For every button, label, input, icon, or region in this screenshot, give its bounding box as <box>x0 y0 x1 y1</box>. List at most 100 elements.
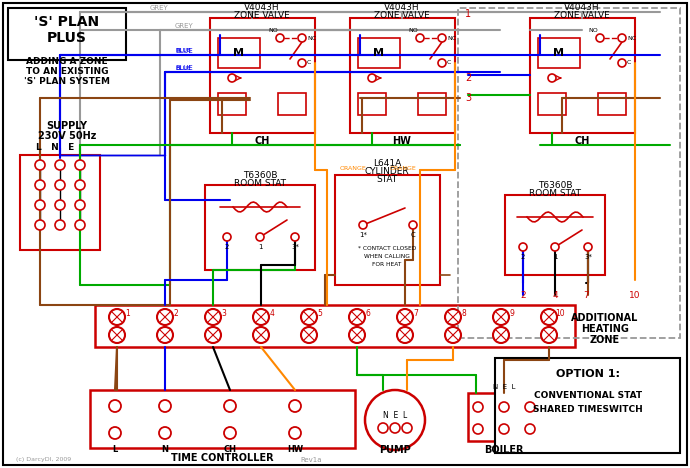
Text: 3*: 3* <box>584 254 592 260</box>
Text: 1: 1 <box>553 254 558 260</box>
Text: ZONE VALVE: ZONE VALVE <box>554 12 610 21</box>
Text: 4: 4 <box>552 291 558 300</box>
Bar <box>218 93 246 115</box>
Text: 8: 8 <box>462 308 466 317</box>
Bar <box>335 175 440 285</box>
Text: ROOM STAT: ROOM STAT <box>529 189 581 197</box>
Text: CYLINDER: CYLINDER <box>365 167 409 176</box>
Circle shape <box>499 402 509 412</box>
Circle shape <box>228 74 236 82</box>
Circle shape <box>75 200 85 210</box>
Circle shape <box>618 59 626 67</box>
Text: 2: 2 <box>225 244 229 250</box>
Text: 1*: 1* <box>359 232 367 238</box>
Circle shape <box>223 233 231 241</box>
Text: ADDITIONAL: ADDITIONAL <box>571 313 639 323</box>
Circle shape <box>35 200 45 210</box>
Circle shape <box>365 390 425 450</box>
Circle shape <box>397 309 413 325</box>
Circle shape <box>35 160 45 170</box>
Circle shape <box>541 327 557 343</box>
Circle shape <box>55 180 65 190</box>
Text: C: C <box>447 60 451 66</box>
Text: ADDING A ZONE: ADDING A ZONE <box>26 58 108 66</box>
Circle shape <box>159 400 171 412</box>
Text: CONVENTIONAL STAT: CONVENTIONAL STAT <box>534 390 642 400</box>
Text: 7: 7 <box>413 308 418 317</box>
Bar <box>358 93 386 115</box>
Text: N  E  L: N E L <box>493 384 515 390</box>
Text: M: M <box>373 48 384 58</box>
Text: 5: 5 <box>317 308 322 317</box>
Text: PLUS: PLUS <box>47 31 87 45</box>
Text: 'S' PLAN SYSTEM: 'S' PLAN SYSTEM <box>24 78 110 87</box>
Text: T6360B: T6360B <box>538 181 572 190</box>
Text: M: M <box>233 48 244 58</box>
Text: TIME CONTROLLER: TIME CONTROLLER <box>170 453 273 463</box>
Text: ZONE VALVE: ZONE VALVE <box>234 12 290 21</box>
Text: 3*: 3* <box>291 244 299 250</box>
Text: NC: NC <box>307 36 316 41</box>
Circle shape <box>618 34 626 42</box>
Text: L641A: L641A <box>373 159 401 168</box>
Circle shape <box>55 160 65 170</box>
Text: NO: NO <box>268 29 278 34</box>
Circle shape <box>224 427 236 439</box>
Text: 2: 2 <box>465 73 471 83</box>
Circle shape <box>416 34 424 42</box>
Circle shape <box>109 400 121 412</box>
Text: ORANGE: ORANGE <box>390 166 417 170</box>
Circle shape <box>159 427 171 439</box>
Circle shape <box>349 309 365 325</box>
Circle shape <box>276 34 284 42</box>
Text: 1: 1 <box>258 244 262 250</box>
Text: SUPPLY: SUPPLY <box>46 121 88 131</box>
Text: 230V 50Hz: 230V 50Hz <box>38 131 96 141</box>
Text: 10: 10 <box>555 308 565 317</box>
Text: 1: 1 <box>465 9 471 19</box>
Circle shape <box>224 400 236 412</box>
Circle shape <box>109 309 125 325</box>
Circle shape <box>157 309 173 325</box>
Bar <box>205 185 315 270</box>
Text: SHARED TIMESWITCH: SHARED TIMESWITCH <box>533 405 643 415</box>
Circle shape <box>298 59 306 67</box>
Circle shape <box>525 424 535 434</box>
Circle shape <box>349 327 365 343</box>
Text: N: N <box>161 446 168 454</box>
Circle shape <box>596 34 604 42</box>
Circle shape <box>109 427 121 439</box>
Circle shape <box>584 243 592 251</box>
Text: 2: 2 <box>174 308 179 317</box>
Text: BLUE: BLUE <box>175 65 193 71</box>
Circle shape <box>157 327 173 343</box>
Bar <box>20 155 100 250</box>
Text: BLUE: BLUE <box>175 66 191 71</box>
Text: NC: NC <box>627 36 636 41</box>
Text: 7: 7 <box>583 291 589 300</box>
Text: CH: CH <box>255 136 270 146</box>
Text: HW: HW <box>287 446 303 454</box>
Text: GREY: GREY <box>150 5 169 11</box>
Circle shape <box>359 221 367 229</box>
Bar <box>530 18 635 133</box>
Circle shape <box>519 243 527 251</box>
Circle shape <box>525 402 535 412</box>
Text: 6: 6 <box>366 308 371 317</box>
Text: T6360B: T6360B <box>243 170 277 180</box>
Circle shape <box>548 74 556 82</box>
Circle shape <box>55 220 65 230</box>
Bar <box>90 390 355 448</box>
Circle shape <box>301 309 317 325</box>
Text: M: M <box>553 48 564 58</box>
Bar <box>278 93 306 115</box>
Text: NC: NC <box>447 36 456 41</box>
Text: 3: 3 <box>465 93 471 103</box>
Bar <box>418 93 446 115</box>
Text: Rev1a: Rev1a <box>300 457 322 463</box>
Circle shape <box>291 233 299 241</box>
Circle shape <box>473 424 483 434</box>
Circle shape <box>253 327 269 343</box>
Circle shape <box>256 233 264 241</box>
Text: BLUE: BLUE <box>175 48 193 54</box>
